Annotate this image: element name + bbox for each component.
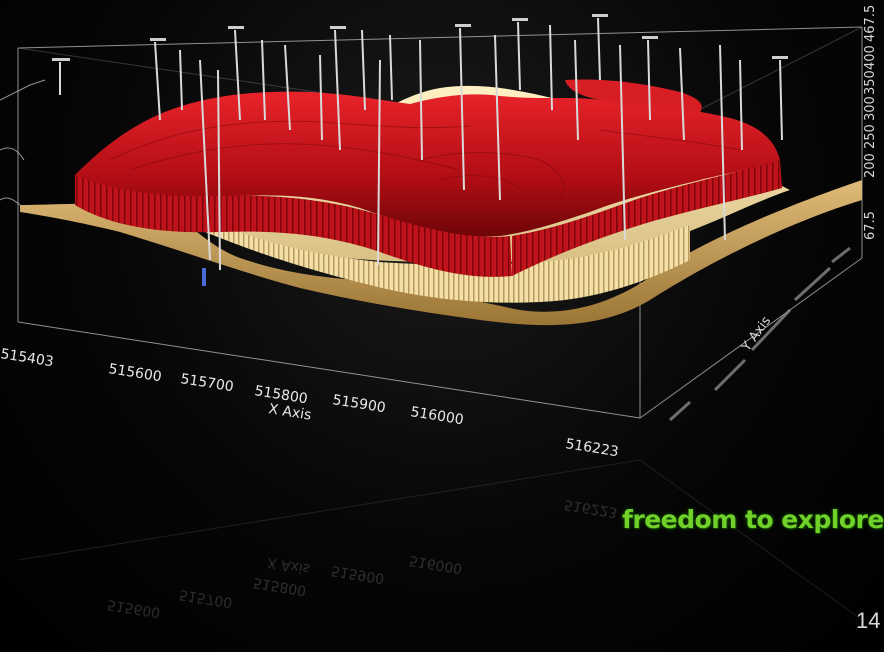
z-tick-label: 250	[863, 124, 878, 149]
y-axis-title: Y Axis	[739, 314, 775, 355]
z-tick-label: 467.5	[863, 5, 878, 42]
upper-surface-front-wall	[75, 175, 512, 277]
upper-surface-ne-lobe	[565, 79, 702, 112]
upper-surface	[75, 91, 780, 237]
middle-surface-wall	[200, 215, 690, 303]
left-wireframe	[0, 79, 46, 206]
x-tick-label: 515600	[107, 361, 162, 385]
drill-hole-marker	[202, 268, 206, 286]
x-tick-label: 515403	[0, 346, 55, 370]
reflected-x-tick: 515900	[330, 562, 385, 586]
tagline: freedom to explore	[622, 505, 884, 534]
z-tick-label: 350	[863, 70, 878, 95]
drill-holes	[59, 17, 783, 271]
reflection: 515600 515700 515800 515900 516000 51622…	[17, 459, 863, 621]
x-axis-title: X Axis	[267, 401, 312, 424]
drill-hole-collars	[52, 14, 788, 61]
reflected-x-tick: 515600	[106, 596, 161, 620]
z-tick-label: 300	[863, 96, 878, 121]
reflected-x-tick: 516000	[408, 552, 463, 576]
reflected-x-tick: 515800	[252, 574, 307, 598]
reflected-x-tick: 516223	[563, 496, 618, 520]
x-tick-label: 515700	[179, 371, 234, 395]
x-tick-label: 515900	[331, 392, 386, 416]
reflected-x-axis-title: X Axis	[266, 554, 311, 577]
z-tick-label: 67.5	[863, 211, 878, 240]
z-tick-label: 200	[863, 153, 878, 178]
x-tick-label: 516000	[409, 404, 464, 428]
upper-surface-east-wall	[512, 160, 782, 276]
base-surface	[20, 180, 862, 326]
z-tick-label: 400	[863, 45, 878, 70]
z-axis: 67.5 200 250 300 350 400 467.5	[863, 5, 878, 240]
y-axis: Y Axis	[668, 246, 851, 422]
page-number: 14	[856, 608, 881, 633]
reflected-x-tick: 515700	[178, 586, 233, 610]
x-tick-label: 516223	[564, 436, 619, 460]
y-axis-tick-labels	[668, 246, 851, 422]
x-axis: 515403 515600 515700 515800 515900 51600…	[0, 346, 620, 460]
